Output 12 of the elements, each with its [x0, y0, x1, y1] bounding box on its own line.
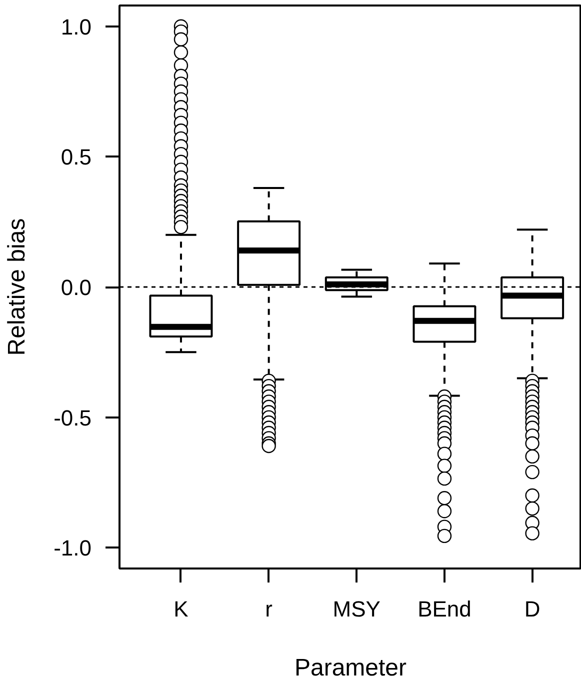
- x-tick-label: MSY: [332, 596, 381, 622]
- x-axis-title: Parameter: [294, 654, 407, 682]
- x-tick-label: D: [524, 596, 540, 622]
- y-tick-label: -1.0: [54, 536, 92, 561]
- y-tick-label: -0.5: [54, 405, 92, 430]
- x-tick-label: r: [265, 596, 272, 622]
- y-tick-label: 0.5: [60, 144, 92, 170]
- y-axis-title: Relative bias: [4, 218, 31, 356]
- x-tick-label: BEnd: [418, 596, 472, 622]
- x-tick-label: K: [174, 596, 189, 622]
- y-tick-label: 1.0: [60, 14, 92, 40]
- y-tick-label: 0.0: [60, 275, 92, 300]
